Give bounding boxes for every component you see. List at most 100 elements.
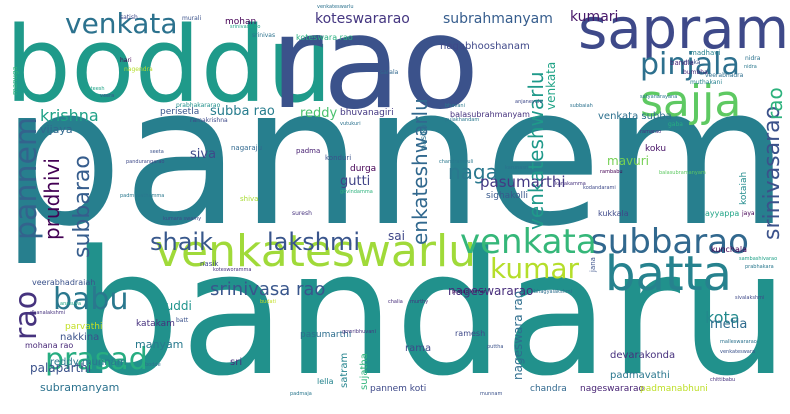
word-padmanabhuni: padmanabhuni — [640, 384, 708, 394]
word-kukkala: kukkala — [598, 209, 629, 218]
word-sivalakshmi: sivalakshmi — [735, 295, 765, 301]
word-anasuya: anasuya — [60, 301, 82, 307]
word-padma: padma — [296, 147, 321, 155]
word-satish: satish — [120, 14, 138, 21]
word-krishna: krishna — [40, 106, 99, 125]
word-kunchala: kunchala — [711, 245, 748, 254]
word-venkata-top-right: venkata — [544, 61, 558, 110]
word-nagaraju: nagaraju — [231, 144, 263, 152]
word-chandra: chandra — [530, 384, 567, 394]
word-pannem-small: pannem — [9, 116, 44, 240]
word-dhanalakshmi: dhanalakshmi — [30, 310, 66, 316]
word-venkata-top: venkata — [65, 7, 178, 40]
word-kumari: kumari — [570, 9, 619, 25]
word-malleswararao: malleswararao — [720, 339, 757, 345]
word-jana: jana — [589, 257, 597, 272]
word-kodandarami: kodandarami — [583, 185, 616, 191]
word-sighakolli: sighakolli — [486, 191, 529, 201]
word-puttha: puttha — [487, 344, 504, 350]
word-vijaya: vijaya — [40, 123, 73, 136]
word-ramakrishna: ramakrishna — [190, 117, 228, 124]
word-pannem-main: pannem — [0, 46, 789, 269]
word-rambabu: rambabu — [600, 169, 623, 175]
word-bandaru: bandaru — [71, 213, 789, 414]
word-muthakani: muthakani — [690, 79, 722, 86]
word-lella: lella — [317, 377, 334, 386]
word-chalia: chalia — [388, 299, 403, 305]
word-nasika: nasika — [419, 124, 428, 150]
word-subbarao-left: subbarao — [70, 155, 95, 258]
word-koteswara-rao: koteswara rao — [296, 33, 353, 42]
word-kanakamma: kanakamma — [555, 181, 586, 187]
word-reddy-munnam: reddy munnam — [50, 357, 127, 368]
word-gowribhuvani: gowribhuvani — [342, 329, 376, 335]
word-bandla: bandla — [670, 59, 694, 67]
word-munnam: munnam — [480, 391, 503, 397]
word-sateesh: sateesh — [85, 86, 105, 92]
word-veerabhadra: veerabhadra — [705, 72, 744, 79]
word-enkateshwarlu: enkateshwarlu — [408, 98, 432, 245]
word-chittibabu: chittibabu — [710, 377, 736, 383]
word-venkateswarlu: venkateswarlu — [155, 226, 477, 277]
word-mohan: mohan — [225, 17, 257, 27]
word-kumara-swamy: kumara swamy — [163, 216, 202, 222]
word-jaya: jaya — [742, 210, 755, 217]
word-durga: durga — [350, 164, 377, 174]
word-venkateshwarlu: venkateshwarlu — [524, 71, 548, 230]
word-nasik: nasik — [200, 260, 219, 268]
word-kumar: kumar — [490, 252, 580, 285]
word-balasubrahmanyam: balasubrahmanyam — [450, 110, 530, 119]
word-subbarao-right: subbarao — [590, 222, 749, 262]
word-subramanyam: subramanyam — [40, 381, 120, 394]
word-rao-right: rao — [763, 87, 787, 120]
word-subrahmanyam: subrahmanyam — [443, 11, 553, 27]
word-pasumarthi-bottom: pasumarthi — [300, 330, 352, 340]
word-seeta: seeta — [150, 149, 164, 155]
word-koteswararao: koteswararao — [315, 11, 410, 27]
word-srinivasa-rao: srinivasa rao — [210, 279, 326, 300]
word-pinjala: pinjala — [640, 47, 740, 82]
word-sambashivarao: sambashivarao — [739, 256, 778, 262]
word-manuga: manuga — [11, 66, 19, 95]
word-nageswara-rao: nageswara rao — [511, 290, 525, 380]
word-nidra-small: nidra — [744, 64, 757, 70]
word-nagabhooshanam: nagabhooshanam — [440, 41, 530, 52]
word-bodde: bodde — [145, 362, 161, 368]
word-satyanarayana: satyanarayana — [640, 94, 678, 100]
word-vutukuri: vutukuri — [340, 121, 361, 127]
word-subba-rao: subba rao — [210, 104, 275, 119]
word-batt: batt — [176, 317, 189, 324]
word-pratap-kumar: pratap kumar — [452, 289, 486, 295]
word-venkata-mid: venkata — [460, 222, 597, 262]
word-sujatha: sujatha — [359, 353, 370, 390]
word-sapram: sapram — [578, 0, 789, 62]
word-katakam: katakam — [136, 319, 175, 329]
word-devarakonda: devarakonda — [610, 350, 676, 361]
word-venkata-subba: venkata subba — [598, 111, 672, 122]
word-batta: batta — [605, 246, 732, 302]
word-perisetla: perisetla — [160, 107, 200, 117]
word-murali: murali — [182, 15, 202, 22]
word-veera: veera — [100, 93, 115, 99]
word-venkateswara: venkateswara — [720, 349, 755, 355]
word-nageswararao: nageswararao — [448, 284, 534, 298]
word-ayyappa: ayyappa — [705, 209, 740, 218]
word-pulakhandam: pulakhandam — [445, 117, 480, 123]
word-govindamma: govindamma — [340, 189, 373, 195]
word-nidra: nidra — [745, 55, 761, 62]
word-ramesh: ramesh — [455, 329, 486, 338]
word-srinivasarao-small: srinivasarao — [230, 24, 261, 30]
word-bhagyalakshmi: bhagyalakshmi — [534, 289, 572, 295]
word-manyam: manyam — [135, 338, 184, 351]
word-meka: meka — [684, 59, 701, 66]
word-metla: metla — [710, 317, 748, 332]
word-kotesworamma: kotesworamma — [213, 267, 252, 273]
word-srinivasarao: srinivasarao — [760, 105, 785, 240]
word-babu: babu — [53, 282, 129, 317]
word-siva: siva — [190, 147, 217, 162]
word-shaik: shaik — [150, 228, 213, 256]
word-madhavi: madhavi — [690, 49, 721, 57]
word-reddy: reddy — [300, 106, 338, 121]
word-padmavathamma: padmavathamma — [120, 193, 165, 199]
